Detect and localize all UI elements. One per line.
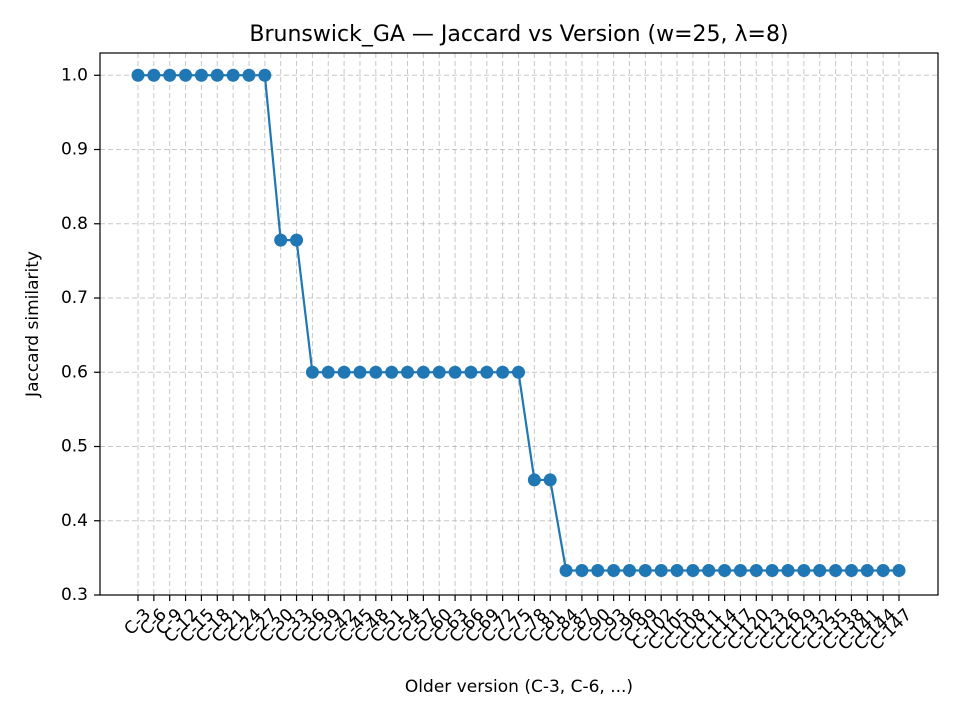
data-point bbox=[670, 563, 684, 577]
data-point bbox=[781, 563, 795, 577]
data-point bbox=[844, 563, 858, 577]
data-point bbox=[131, 68, 145, 82]
y-tick-label: 0.9 bbox=[61, 140, 88, 160]
data-point bbox=[480, 365, 494, 379]
data-point bbox=[733, 563, 747, 577]
data-point bbox=[749, 563, 763, 577]
data-point bbox=[765, 563, 779, 577]
y-tick-label: 0.5 bbox=[61, 437, 88, 457]
data-point bbox=[876, 563, 890, 577]
data-point bbox=[543, 473, 557, 487]
data-point bbox=[607, 563, 621, 577]
data-point bbox=[559, 563, 573, 577]
y-tick-label: 0.3 bbox=[61, 585, 88, 605]
data-point bbox=[829, 563, 843, 577]
chart-title: Brunswick_GA — Jaccard vs Version (w=25,… bbox=[249, 22, 788, 47]
grid bbox=[100, 53, 938, 596]
data-point bbox=[622, 563, 636, 577]
data-point bbox=[813, 563, 827, 577]
y-tick-label: 0.6 bbox=[61, 362, 88, 382]
data-point bbox=[179, 68, 193, 82]
y-tick-label: 0.4 bbox=[61, 511, 88, 531]
data-point bbox=[892, 563, 906, 577]
data-point bbox=[163, 68, 177, 82]
data-point bbox=[654, 563, 668, 577]
data-point bbox=[226, 68, 240, 82]
data-point bbox=[305, 365, 319, 379]
data-point bbox=[512, 365, 525, 379]
data-point bbox=[527, 473, 541, 487]
y-tick-label: 0.8 bbox=[61, 214, 88, 234]
data-point bbox=[464, 365, 478, 379]
data-point bbox=[385, 365, 399, 379]
data-point bbox=[686, 563, 700, 577]
data-point bbox=[321, 365, 335, 379]
data-point bbox=[337, 365, 351, 379]
data-point bbox=[638, 563, 652, 577]
y-tick-label: 0.7 bbox=[61, 288, 88, 308]
y-axis-label: Jaccard similarity bbox=[23, 251, 43, 398]
data-point bbox=[432, 365, 446, 379]
data-point bbox=[702, 563, 716, 577]
data-point bbox=[210, 68, 224, 82]
y-tick-label: 1.0 bbox=[61, 65, 88, 85]
data-point bbox=[860, 563, 874, 577]
axis-ticks: C-3C-6C-9C-12C-15C-18C-21C-24C-27C-30C-3… bbox=[61, 65, 916, 654]
data-point bbox=[274, 233, 288, 247]
data-point bbox=[591, 563, 605, 577]
data-point bbox=[369, 365, 383, 379]
data-point bbox=[401, 365, 415, 379]
data-point bbox=[496, 365, 510, 379]
data-point bbox=[194, 68, 208, 82]
data-point bbox=[258, 68, 272, 82]
data-point bbox=[416, 365, 430, 379]
data-point bbox=[290, 233, 304, 247]
data-point bbox=[147, 68, 161, 82]
data-point bbox=[575, 563, 589, 577]
data-point bbox=[353, 365, 367, 379]
series-group bbox=[131, 68, 906, 577]
data-point bbox=[242, 68, 256, 82]
data-point bbox=[718, 563, 732, 577]
x-axis-label: Older version (C-3, C-6, ...) bbox=[405, 677, 633, 697]
data-point bbox=[797, 563, 811, 577]
data-point bbox=[448, 365, 462, 379]
